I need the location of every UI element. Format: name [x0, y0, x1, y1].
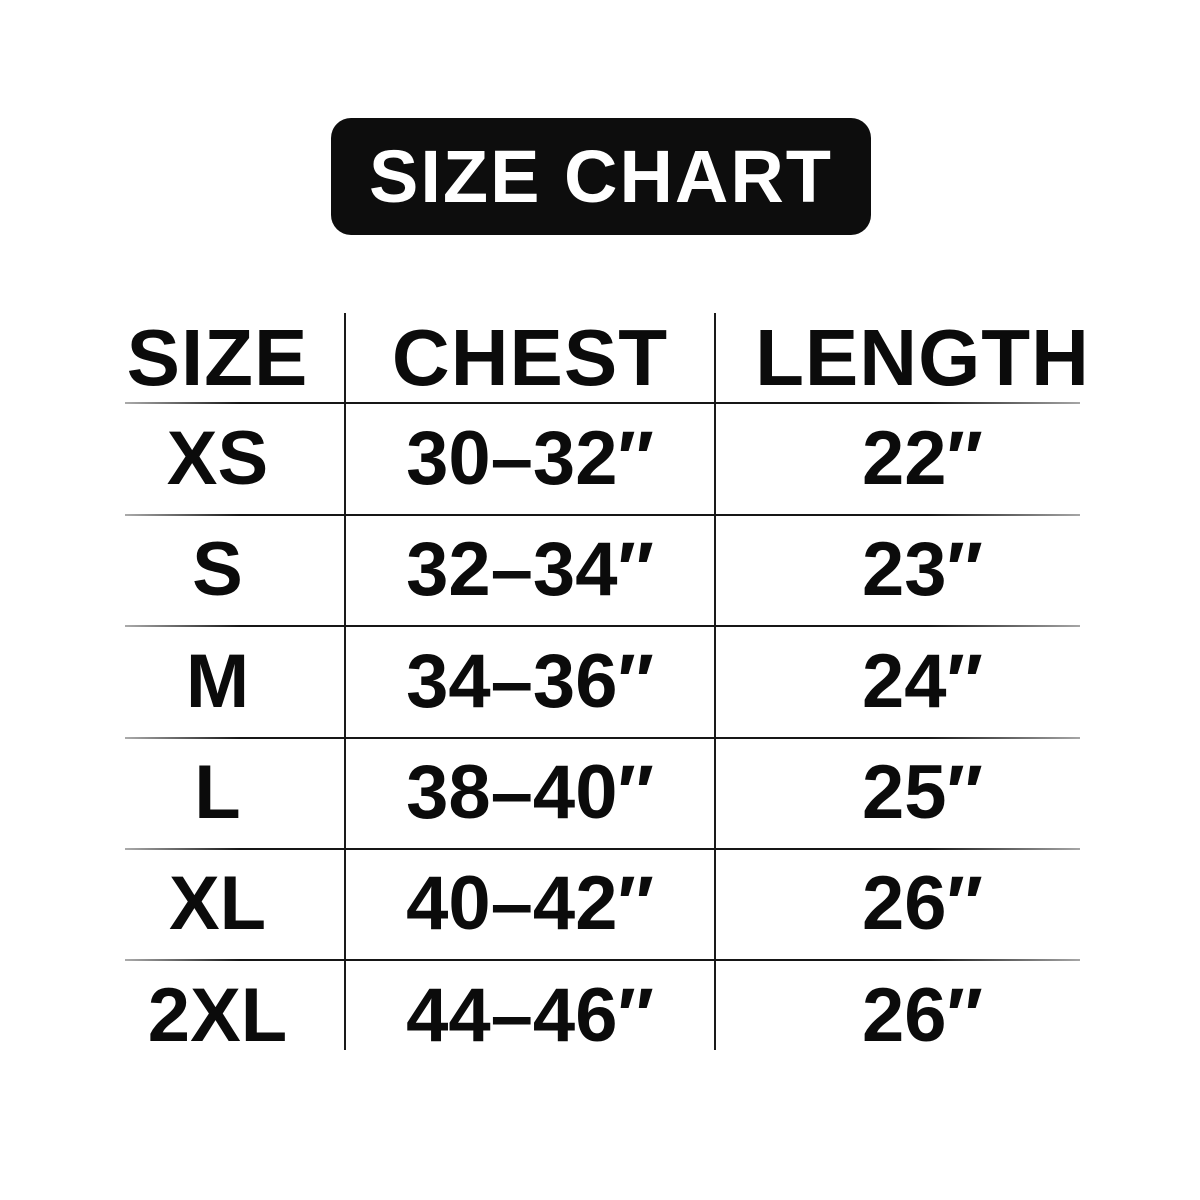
- size-chart-badge: SIZE CHART: [331, 118, 871, 235]
- chest-value: 38–40″: [406, 750, 654, 836]
- column-divider: [344, 313, 346, 1050]
- size-value: L: [194, 750, 241, 836]
- row-divider: [125, 848, 1080, 850]
- length-value: 22″: [862, 416, 983, 502]
- column-header-chest: CHEST: [391, 313, 669, 402]
- column-divider: [714, 313, 716, 1050]
- row-divider: [125, 402, 1080, 404]
- size-value: XS: [166, 416, 269, 502]
- size-value: M: [185, 638, 250, 724]
- length-value: 26″: [862, 861, 983, 947]
- chest-value: 32–34″: [406, 527, 654, 613]
- column-header-size: SIZE: [126, 313, 309, 402]
- length-value: 24″: [862, 638, 983, 724]
- column-header-length: LENGTH: [755, 313, 1090, 402]
- size-table: SIZE CHEST LENGTH XS 30–32″ 22″ S 32–34″…: [90, 313, 1130, 1071]
- length-value: 25″: [862, 750, 983, 836]
- chest-value: 44–46″: [406, 972, 654, 1058]
- size-value: 2XL: [147, 972, 288, 1058]
- chest-value: 30–32″: [406, 416, 654, 502]
- size-value: S: [192, 527, 243, 613]
- size-chart-title: SIZE CHART: [369, 135, 833, 218]
- row-divider: [125, 737, 1080, 739]
- length-value: 26″: [862, 972, 983, 1058]
- length-value: 23″: [862, 527, 983, 613]
- row-divider: [125, 959, 1080, 961]
- size-value: XL: [168, 861, 267, 947]
- row-divider: [125, 625, 1080, 627]
- chest-value: 34–36″: [406, 638, 654, 724]
- chest-value: 40–42″: [406, 861, 654, 947]
- row-divider: [125, 514, 1080, 516]
